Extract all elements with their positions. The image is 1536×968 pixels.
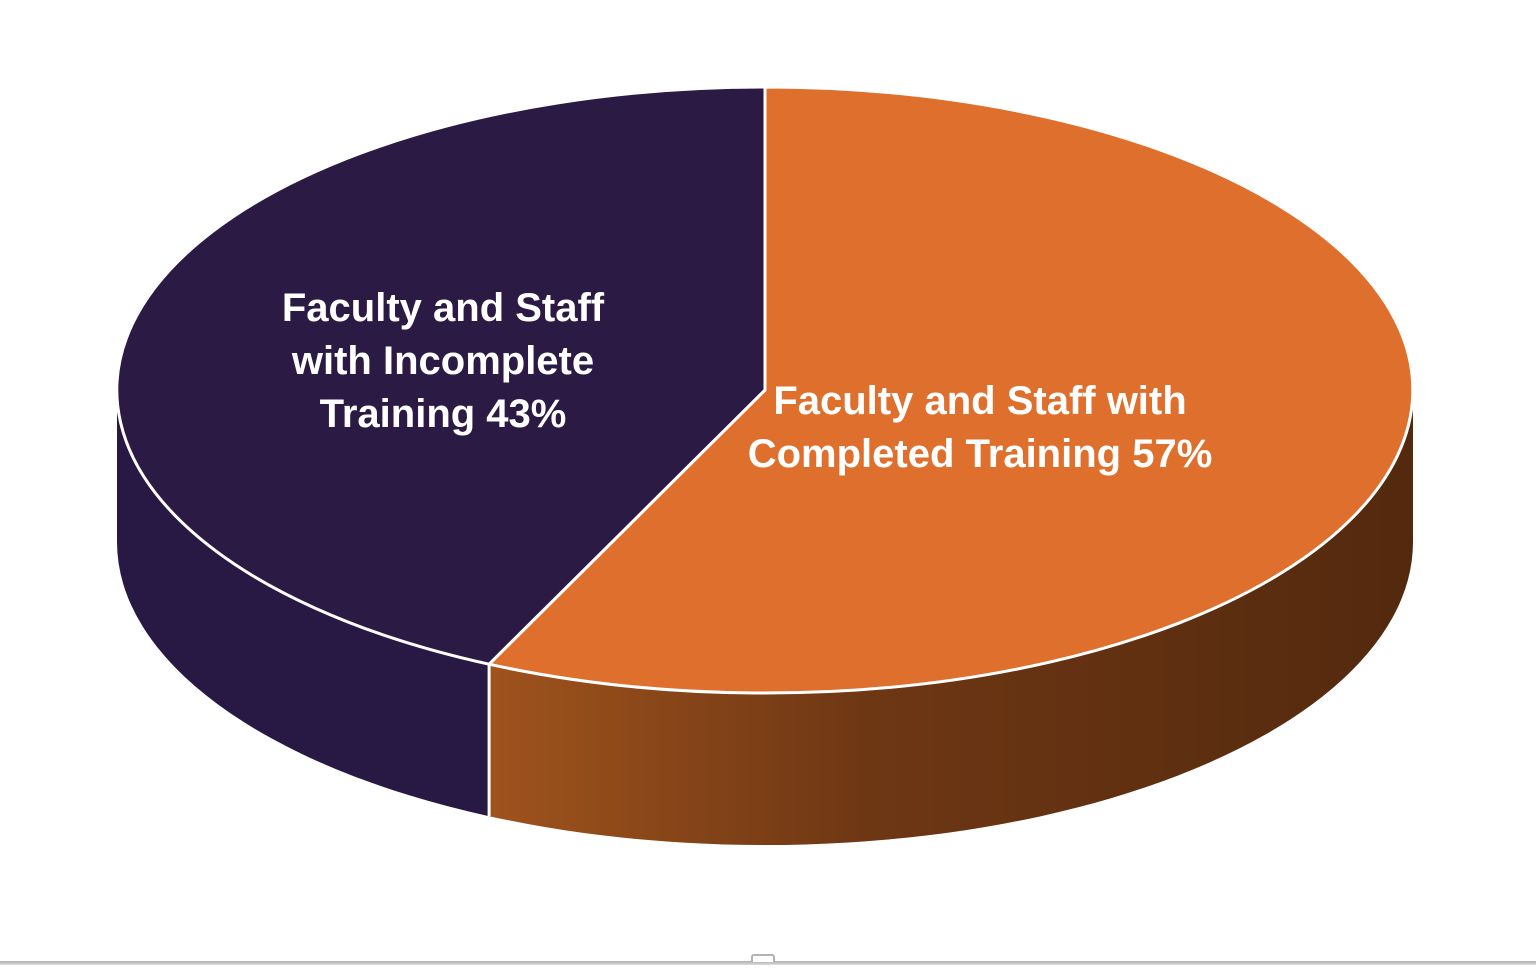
pie-slice-incomplete-top[interactable]: [115, 85, 767, 666]
pie-slice-completed-side[interactable]: [489, 390, 1414, 846]
resize-handle[interactable]: [751, 954, 775, 962]
pie-slice-completed-top[interactable]: [487, 85, 1415, 695]
page-edge-line: [0, 961, 1536, 965]
